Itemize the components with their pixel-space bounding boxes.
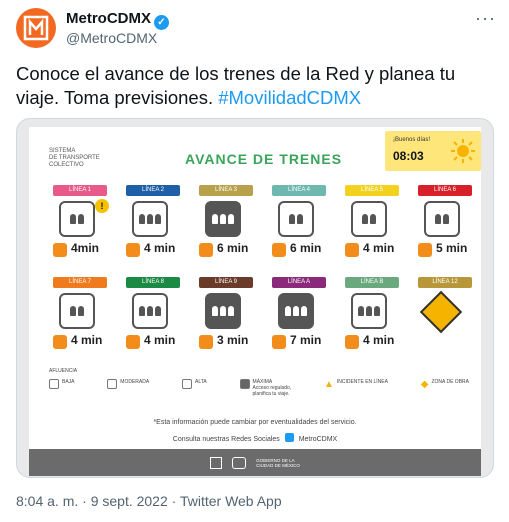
poster-title: AVANCE DE TRENES (185, 151, 343, 167)
wait-time: 4min (71, 241, 100, 255)
train-icon (199, 243, 213, 257)
train-icon (418, 243, 432, 257)
train-icon (53, 243, 67, 257)
crowd-icon (278, 293, 314, 329)
crowd-icon (351, 201, 387, 237)
line-tile: LÍNEA 6 5 min (418, 185, 478, 257)
line-badge: LÍNEA 7 (53, 277, 107, 288)
wait-time: 4 min (144, 333, 176, 347)
warning-icon: ▲ (323, 379, 334, 390)
gov-label: GOBIERNO DE LA CIUDAD DE MÉXICO (256, 457, 300, 468)
wait-time: 4 min (363, 333, 395, 347)
more-options-icon[interactable]: ··· (475, 8, 496, 28)
line-tile: LÍNEA 9 3 min (199, 277, 259, 349)
wait-time: 6 min (217, 241, 249, 255)
time-box: ¡Buenos días! 08:03 (385, 131, 481, 171)
legend: BAJA MODERADA ALTA MÁXIMA Acceso regulado… (49, 379, 469, 397)
line-tile: LÍNEA A 7 min (272, 277, 332, 349)
crowd-icon (205, 293, 241, 329)
line-badge: LÍNEA 2 (126, 185, 180, 196)
wait-time: 4 min (363, 241, 395, 255)
crowd-icon (59, 201, 95, 237)
train-icon (126, 335, 140, 349)
line-badge: LÍNEA 3 (199, 185, 253, 196)
line-tile: LÍNEA 12 (418, 277, 478, 334)
line-badge: LÍNEA 9 (199, 277, 253, 288)
metro-logo-icon (210, 456, 223, 469)
greeting: ¡Buenos días! (393, 137, 431, 143)
verified-badge-icon: ✓ (154, 15, 169, 30)
line-badge: LÍNEA 6 (418, 185, 472, 196)
legend-title: AFLUENCIA (49, 368, 78, 374)
line-tile: LÍNEA 1 4min! (53, 185, 113, 257)
twitter-icon (284, 433, 294, 442)
legend-moderada: MODERADA (107, 379, 149, 397)
metro-logo-icon (23, 15, 49, 41)
system-label: SISTEMA DE TRANSPORTE COLECTIVO (49, 148, 100, 168)
poster: SISTEMA DE TRANSPORTE COLECTIVO AVANCE D… (29, 127, 481, 449)
wait-time: 5 min (436, 241, 468, 255)
train-icon (126, 243, 140, 257)
account-handle[interactable]: @MetroCDMX (66, 30, 158, 46)
construction-icon: ◆ (420, 379, 429, 390)
line-tile: LÍNEA 5 4 min (345, 185, 405, 257)
train-icon (272, 243, 286, 257)
wait-time: 3 min (217, 333, 249, 347)
train-icon (199, 335, 213, 349)
legend-maxima: MÁXIMA Acceso regulado, planifica tu viaje… (239, 379, 291, 397)
line-tile: LÍNEA 7 4 min (53, 277, 113, 349)
tweet-body: Conoce el avance de los trenes de la Red… (16, 63, 456, 108)
legend-baja: BAJA (49, 379, 75, 397)
line-tile: LÍNEA 2 4 min (126, 185, 186, 257)
crowd-icon (59, 293, 95, 329)
line-badge: LÍNEA 12 (418, 277, 472, 288)
hashtag-link[interactable]: #MovilidadCDMX (218, 87, 362, 108)
sun-icon (451, 139, 475, 163)
tweet-image[interactable]: SISTEMA DE TRANSPORTE COLECTIVO AVANCE D… (16, 118, 494, 478)
crowd-icon (424, 201, 460, 237)
line-badge: LÍNEA A (272, 277, 326, 288)
high-crowd-icon (181, 379, 192, 389)
line-badge: LÍNEA B (345, 277, 399, 288)
tweet-header: MetroCDMX ✓ @MetroCDMX ··· (16, 8, 496, 48)
wait-time: 6 min (290, 241, 322, 255)
line-badge: LÍNEA 5 (345, 185, 399, 196)
cdmx-logo-icon (232, 456, 247, 469)
legend-obra: ◆ ZONA DE OBRA (420, 379, 469, 390)
crowd-icon (205, 201, 241, 237)
footer-band: GOBIERNO DE LA CIUDAD DE MÉXICO (29, 449, 481, 476)
crowd-icon (351, 293, 387, 329)
line-tile: LÍNEA 3 6 min (199, 185, 259, 257)
line-badge: LÍNEA 4 (272, 185, 326, 196)
crowd-icon (132, 293, 168, 329)
disclaimer: *Esta información puede cambiar por even… (153, 419, 357, 426)
clock: 08:03 (393, 149, 424, 163)
line-tile: LÍNEA B 4 min (345, 277, 405, 349)
social-note: Consulta nuestras Redes Sociales MetroCD… (29, 433, 481, 443)
wait-time: 4 min (71, 333, 103, 347)
construction-icon (419, 290, 463, 334)
wait-time: 4 min (144, 241, 176, 255)
legend-alta: ALTA (181, 379, 207, 397)
train-icon (53, 335, 67, 349)
line-tile: LÍNEA 8 4 min (126, 277, 186, 349)
line-badge: LÍNEA 8 (126, 277, 180, 288)
low-crowd-icon (49, 379, 59, 389)
train-icon (345, 335, 359, 349)
tweet-text: Conoce el avance de los trenes de la Red… (16, 62, 494, 110)
account-name[interactable]: MetroCDMX ✓ (66, 10, 169, 30)
avatar[interactable] (16, 8, 56, 48)
crowd-icon (132, 201, 168, 237)
max-crowd-icon (239, 379, 250, 389)
tweet-meta[interactable]: 8:04 a. m. · 9 sept. 2022 · Twitter Web … (16, 493, 282, 509)
line-tile: LÍNEA 4 6 min (272, 185, 332, 257)
incident-icon: ! (95, 199, 109, 213)
line-badge: LÍNEA 1 (53, 185, 107, 196)
crowd-icon (278, 201, 314, 237)
moderate-crowd-icon (107, 379, 118, 389)
wait-time: 7 min (290, 333, 322, 347)
legend-incidente: ▲ INCIDENTE EN LÍNEA (323, 379, 388, 390)
train-icon (272, 335, 286, 349)
train-icon (345, 243, 359, 257)
